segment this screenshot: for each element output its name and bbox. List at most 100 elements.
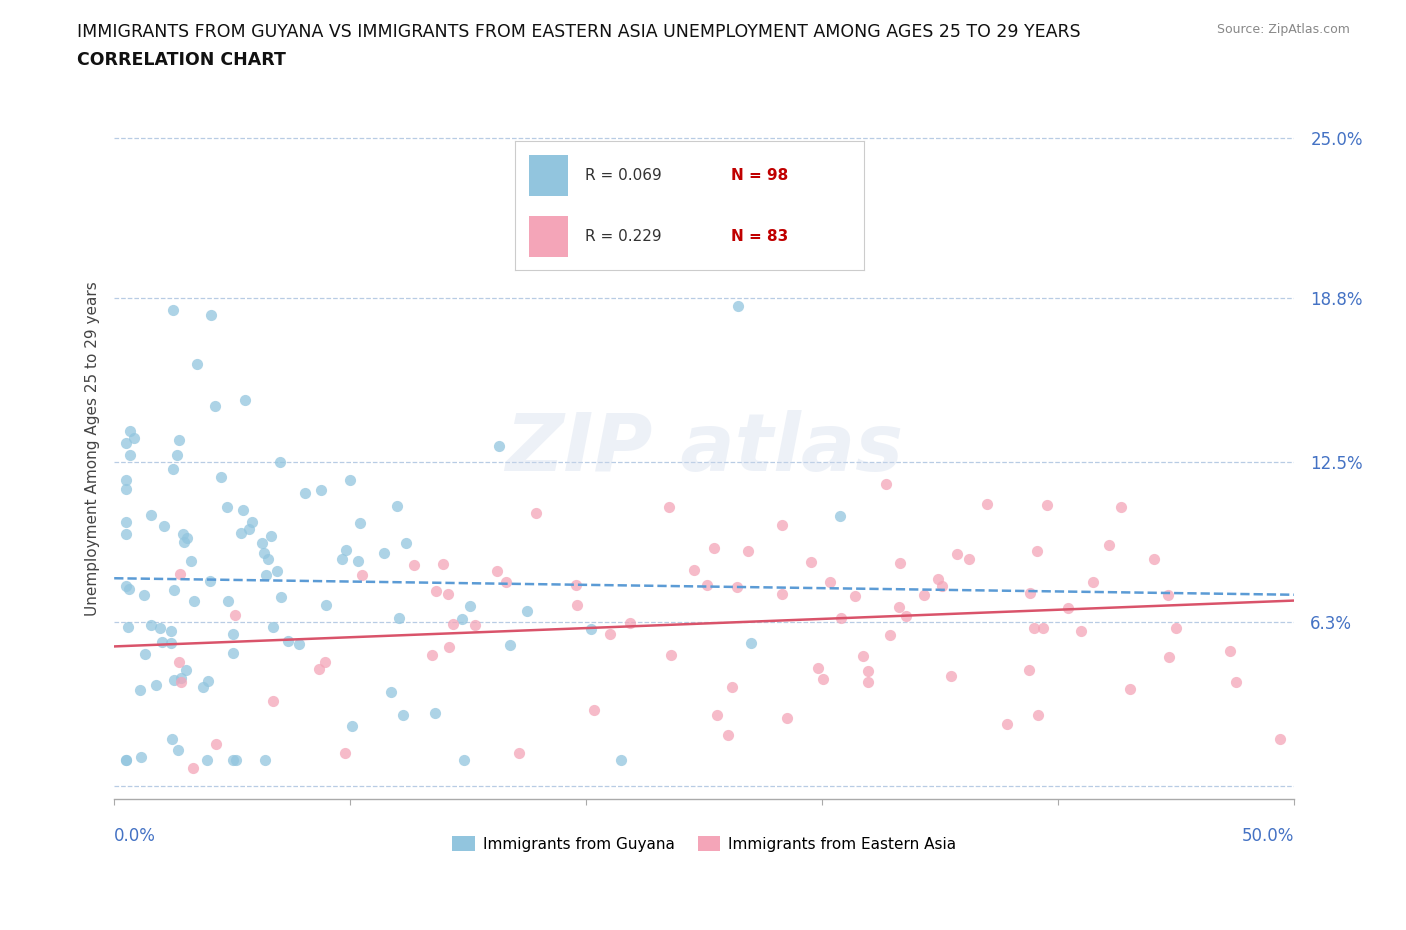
Point (225, 752, 247, 767)
Point (564, 578, 586, 593)
Point (976, 497, 998, 512)
Point (115, 435, 138, 450)
Point (253, 545, 276, 560)
Point (238, 521, 260, 536)
Point (128, 683, 150, 698)
Point (1118, 682, 1140, 697)
Point (889, 555, 911, 570)
Point (315, 597, 337, 612)
Point (706, 707, 728, 722)
Point (425, 583, 447, 598)
Point (170, 674, 193, 689)
Point (495, 575, 517, 590)
Point (720, 680, 742, 695)
Point (1225, 674, 1247, 689)
Point (149, 620, 172, 635)
Point (727, 299, 749, 313)
Point (160, 732, 183, 747)
Text: Source: ZipAtlas.com: Source: ZipAtlas.com (1216, 23, 1350, 36)
Point (115, 526, 138, 541)
Point (163, 582, 186, 597)
Point (162, 461, 184, 476)
Point (197, 673, 219, 688)
Point (1109, 499, 1132, 514)
Point (1219, 644, 1241, 658)
Text: IMMIGRANTS FROM GUYANA VS IMMIGRANTS FROM EASTERN ASIA UNEMPLOYMENT AMONG AGES 2: IMMIGRANTS FROM GUYANA VS IMMIGRANTS FRO… (77, 23, 1081, 41)
Point (931, 578, 953, 593)
Point (232, 503, 254, 518)
Point (167, 432, 190, 447)
Point (395, 536, 418, 551)
Point (240, 514, 263, 529)
Point (516, 604, 538, 618)
Point (1019, 585, 1042, 600)
Point (887, 600, 910, 615)
Point (609, 752, 631, 767)
Point (939, 668, 962, 683)
Point (1268, 732, 1291, 747)
Point (314, 655, 336, 670)
Point (217, 593, 239, 608)
Point (451, 612, 474, 627)
Point (658, 499, 681, 514)
Point (269, 454, 291, 469)
Point (852, 649, 875, 664)
Point (1157, 649, 1180, 664)
Point (1026, 543, 1049, 558)
Point (277, 634, 299, 649)
Point (288, 637, 311, 652)
Point (115, 482, 138, 497)
Point (115, 472, 138, 487)
Point (717, 728, 740, 743)
Point (118, 581, 141, 596)
Point (160, 636, 183, 651)
Text: 50.0%: 50.0% (1241, 827, 1295, 844)
Point (830, 610, 852, 625)
Point (174, 663, 197, 678)
Point (772, 517, 794, 532)
Point (335, 543, 357, 558)
Point (1143, 551, 1166, 566)
Point (262, 694, 284, 709)
Point (807, 660, 830, 675)
Point (115, 752, 138, 767)
Point (770, 586, 793, 601)
Point (294, 485, 316, 500)
Point (498, 637, 520, 652)
Point (422, 647, 444, 662)
Point (204, 399, 226, 414)
Point (222, 752, 245, 767)
Point (404, 558, 426, 573)
Point (217, 499, 239, 514)
Point (153, 518, 176, 533)
Point (200, 307, 222, 322)
Point (1028, 708, 1050, 723)
Point (118, 447, 141, 462)
Point (1070, 623, 1092, 638)
Point (1056, 601, 1078, 616)
Point (347, 553, 370, 568)
Point (1081, 574, 1104, 589)
Point (270, 590, 292, 604)
Point (1036, 498, 1059, 512)
Point (818, 575, 841, 590)
Point (253, 752, 276, 767)
Point (811, 671, 834, 686)
Point (683, 563, 706, 578)
Point (122, 431, 145, 445)
Point (387, 610, 409, 625)
Point (380, 684, 402, 699)
Point (229, 526, 252, 541)
Point (437, 640, 460, 655)
Point (776, 711, 799, 725)
Point (120, 423, 142, 438)
Point (163, 672, 186, 687)
Point (485, 564, 508, 578)
Point (193, 680, 215, 695)
Point (257, 552, 280, 567)
Point (1018, 662, 1040, 677)
Point (508, 746, 530, 761)
Point (453, 752, 475, 767)
Point (957, 551, 980, 566)
Point (737, 543, 759, 558)
